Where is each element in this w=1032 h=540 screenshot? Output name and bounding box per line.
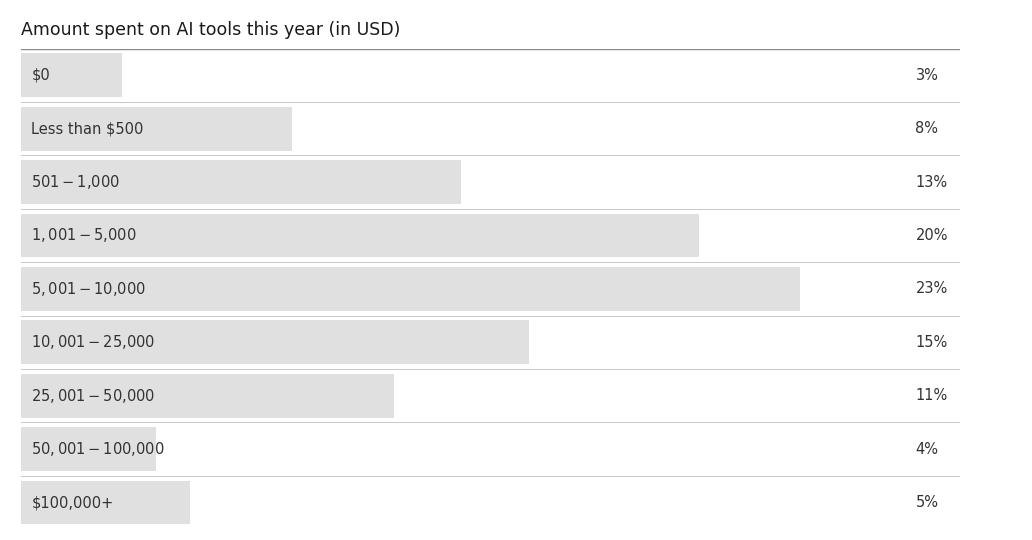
Text: 3%: 3% xyxy=(915,68,938,83)
Text: $10,001-$25,000: $10,001-$25,000 xyxy=(31,333,156,352)
Bar xyxy=(21,160,461,204)
Text: $25,001-$50,000: $25,001-$50,000 xyxy=(31,387,156,404)
Text: 11%: 11% xyxy=(915,388,947,403)
Bar xyxy=(21,481,190,524)
Text: 4%: 4% xyxy=(915,442,938,457)
Text: Amount spent on AI tools this year (in USD): Amount spent on AI tools this year (in U… xyxy=(21,21,400,39)
Text: 8%: 8% xyxy=(915,121,938,136)
Text: $100,000+: $100,000+ xyxy=(31,495,114,510)
Text: $50,001-$100,000: $50,001-$100,000 xyxy=(31,440,165,458)
Text: $501-$1,000: $501-$1,000 xyxy=(31,173,120,191)
Text: Less than $500: Less than $500 xyxy=(31,121,143,136)
Text: $5,001-$10,000: $5,001-$10,000 xyxy=(31,280,147,298)
Text: $1,001-$5,000: $1,001-$5,000 xyxy=(31,226,137,245)
Text: 23%: 23% xyxy=(915,281,947,296)
Text: 5%: 5% xyxy=(915,495,938,510)
Bar xyxy=(21,320,529,364)
Bar xyxy=(21,267,800,311)
Bar xyxy=(21,374,393,417)
Text: 20%: 20% xyxy=(915,228,948,243)
Bar xyxy=(21,53,123,97)
Text: $0: $0 xyxy=(31,68,50,83)
Text: 15%: 15% xyxy=(915,335,947,350)
Bar xyxy=(21,427,156,471)
Bar xyxy=(21,107,292,151)
Text: 13%: 13% xyxy=(915,174,947,190)
Bar xyxy=(21,214,699,258)
